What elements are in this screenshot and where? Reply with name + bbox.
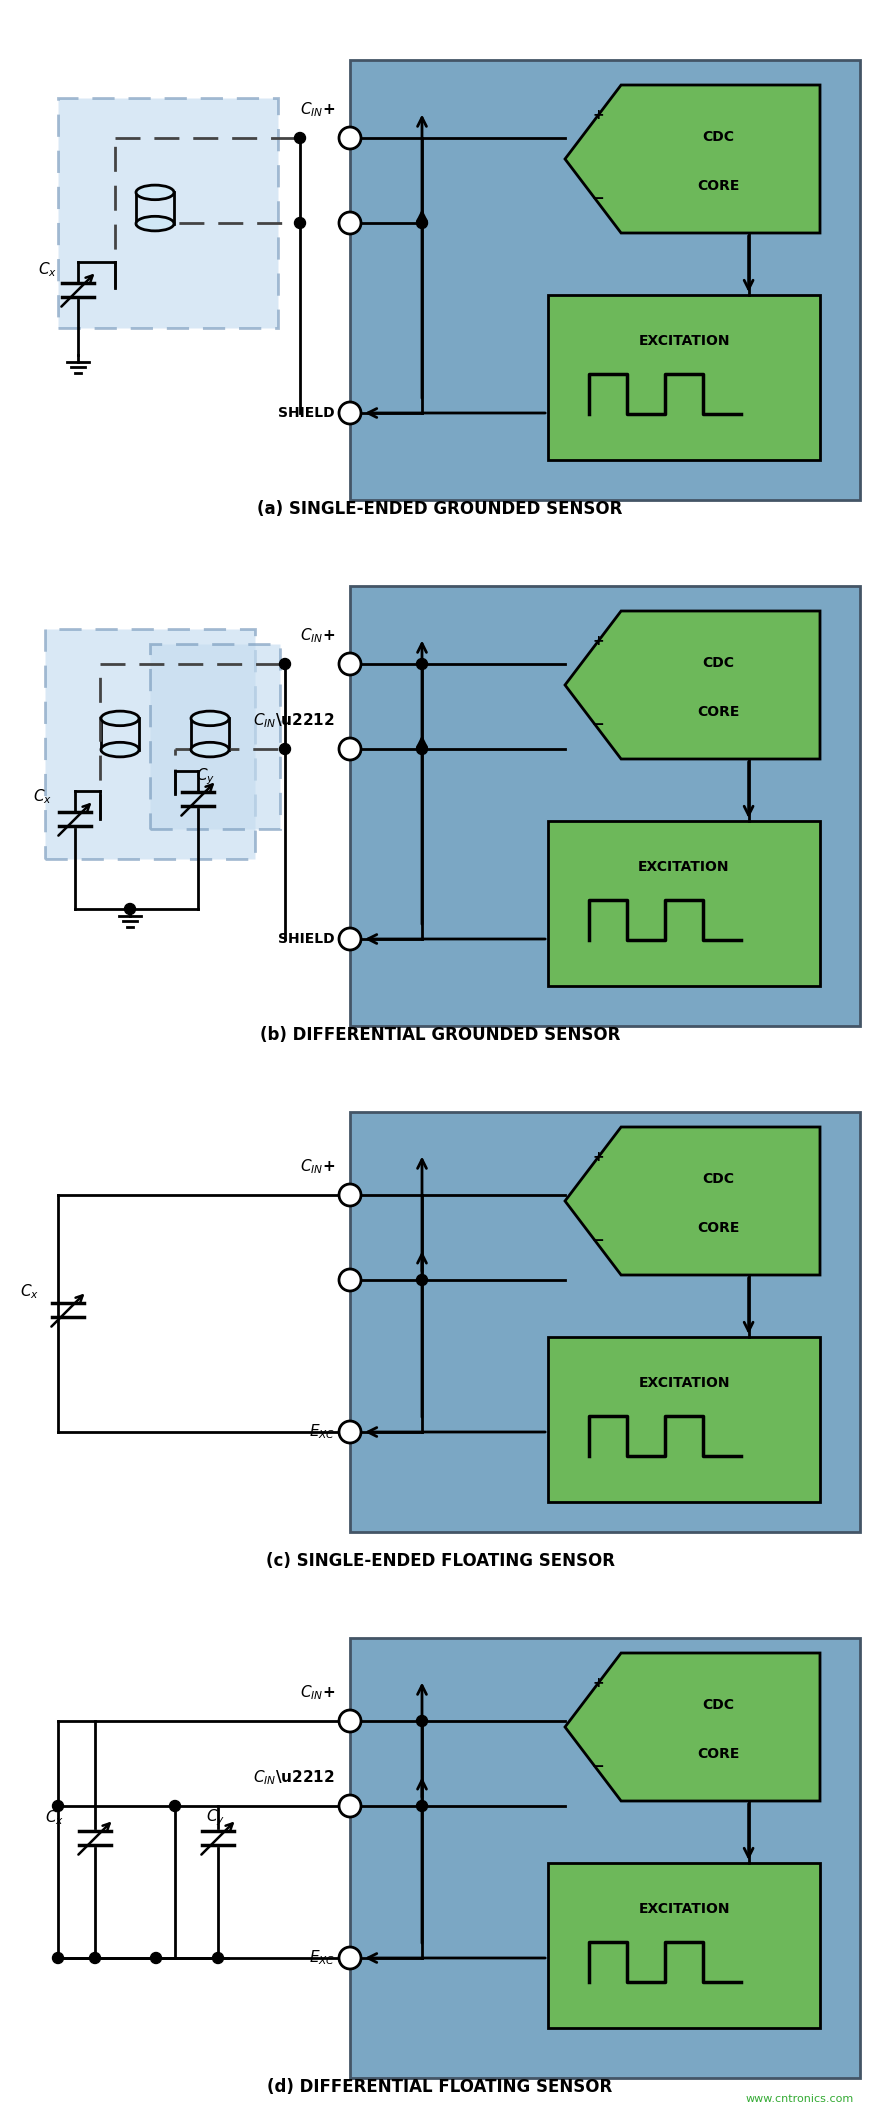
Circle shape xyxy=(339,1422,361,1443)
FancyBboxPatch shape xyxy=(150,644,280,830)
Text: EXCITATION: EXCITATION xyxy=(638,859,730,874)
FancyBboxPatch shape xyxy=(350,59,860,499)
Circle shape xyxy=(90,1952,100,1963)
Text: −: − xyxy=(591,718,605,733)
Text: EXCITATION: EXCITATION xyxy=(638,1902,730,1916)
Text: +: + xyxy=(592,1150,604,1165)
Text: −: − xyxy=(591,1759,605,1775)
Circle shape xyxy=(339,1710,361,1731)
Text: CDC: CDC xyxy=(702,655,734,670)
Circle shape xyxy=(53,1952,63,1963)
Text: $C_{IN}$\u2212: $C_{IN}$\u2212 xyxy=(253,1769,335,1788)
Circle shape xyxy=(339,1948,361,1969)
Circle shape xyxy=(339,402,361,423)
Text: CDC: CDC xyxy=(702,131,734,143)
Ellipse shape xyxy=(191,712,229,727)
Text: EXCITATION: EXCITATION xyxy=(638,1375,730,1390)
Circle shape xyxy=(339,653,361,676)
FancyBboxPatch shape xyxy=(548,1337,820,1502)
Ellipse shape xyxy=(136,217,174,232)
Text: CORE: CORE xyxy=(697,1746,739,1761)
FancyBboxPatch shape xyxy=(350,1638,860,2079)
Text: +: + xyxy=(592,107,604,122)
FancyBboxPatch shape xyxy=(548,1864,820,2028)
Ellipse shape xyxy=(136,185,174,200)
Circle shape xyxy=(339,737,361,760)
Text: SHIELD: SHIELD xyxy=(278,933,335,946)
Circle shape xyxy=(339,1270,361,1291)
Circle shape xyxy=(339,213,361,234)
Polygon shape xyxy=(565,1653,820,1801)
Circle shape xyxy=(124,903,136,914)
Circle shape xyxy=(295,217,305,227)
Polygon shape xyxy=(565,611,820,758)
FancyBboxPatch shape xyxy=(548,295,820,459)
Text: CORE: CORE xyxy=(697,706,739,718)
FancyBboxPatch shape xyxy=(350,1112,860,1531)
FancyBboxPatch shape xyxy=(350,585,860,1026)
Text: $E_{XC}$: $E_{XC}$ xyxy=(309,1948,335,1967)
Text: $C_y$: $C_y$ xyxy=(196,767,216,788)
Circle shape xyxy=(416,743,428,754)
Text: +: + xyxy=(592,634,604,649)
Text: $E_{XC}$: $E_{XC}$ xyxy=(309,1424,335,1441)
Text: CDC: CDC xyxy=(702,1171,734,1186)
Circle shape xyxy=(212,1952,224,1963)
Text: −: − xyxy=(591,1234,605,1249)
Circle shape xyxy=(339,1794,361,1817)
Text: $C_x$: $C_x$ xyxy=(20,1283,40,1302)
Text: $C_x$: $C_x$ xyxy=(39,261,57,280)
FancyBboxPatch shape xyxy=(45,630,255,859)
Text: (d) DIFFERENTIAL FLOATING SENSOR: (d) DIFFERENTIAL FLOATING SENSOR xyxy=(268,2079,612,2095)
Circle shape xyxy=(295,133,305,143)
Circle shape xyxy=(416,1716,428,1727)
Circle shape xyxy=(416,1274,428,1285)
Text: +: + xyxy=(592,1676,604,1689)
Text: www.cntronics.com: www.cntronics.com xyxy=(745,2093,854,2104)
Circle shape xyxy=(339,126,361,150)
Circle shape xyxy=(170,1801,180,1811)
Text: CORE: CORE xyxy=(697,1221,739,1234)
Text: $C_{IN}$+: $C_{IN}$+ xyxy=(300,628,335,644)
Text: CDC: CDC xyxy=(702,1697,734,1712)
Circle shape xyxy=(339,1184,361,1207)
Circle shape xyxy=(339,929,361,950)
Text: EXCITATION: EXCITATION xyxy=(638,335,730,347)
Text: $C_y$: $C_y$ xyxy=(207,1807,225,1828)
Circle shape xyxy=(53,1801,63,1811)
Text: $C_x$: $C_x$ xyxy=(46,1809,64,1828)
Polygon shape xyxy=(565,84,820,234)
Ellipse shape xyxy=(191,741,229,756)
Circle shape xyxy=(150,1952,162,1963)
Circle shape xyxy=(416,217,428,227)
Text: SHIELD: SHIELD xyxy=(278,406,335,419)
Circle shape xyxy=(280,659,290,670)
Circle shape xyxy=(280,743,290,754)
Polygon shape xyxy=(565,1127,820,1274)
Ellipse shape xyxy=(101,712,139,727)
FancyBboxPatch shape xyxy=(58,99,278,329)
Text: $C_{IN}$+: $C_{IN}$+ xyxy=(300,101,335,120)
Text: (b) DIFFERENTIAL GROUNDED SENSOR: (b) DIFFERENTIAL GROUNDED SENSOR xyxy=(260,1026,620,1045)
Text: CORE: CORE xyxy=(697,179,739,192)
Text: $C_x$: $C_x$ xyxy=(33,788,53,807)
Text: −: − xyxy=(591,192,605,206)
Text: (a) SINGLE-ENDED GROUNDED SENSOR: (a) SINGLE-ENDED GROUNDED SENSOR xyxy=(257,499,623,518)
Circle shape xyxy=(416,659,428,670)
Text: $C_{IN}$\u2212: $C_{IN}$\u2212 xyxy=(253,712,335,731)
Ellipse shape xyxy=(101,741,139,756)
FancyBboxPatch shape xyxy=(548,821,820,986)
Circle shape xyxy=(416,1801,428,1811)
Text: (c) SINGLE-ENDED FLOATING SENSOR: (c) SINGLE-ENDED FLOATING SENSOR xyxy=(266,1552,614,1569)
Text: $C_{IN}$+: $C_{IN}$+ xyxy=(300,1158,335,1177)
Text: $C_{IN}$+: $C_{IN}$+ xyxy=(300,1683,335,1702)
